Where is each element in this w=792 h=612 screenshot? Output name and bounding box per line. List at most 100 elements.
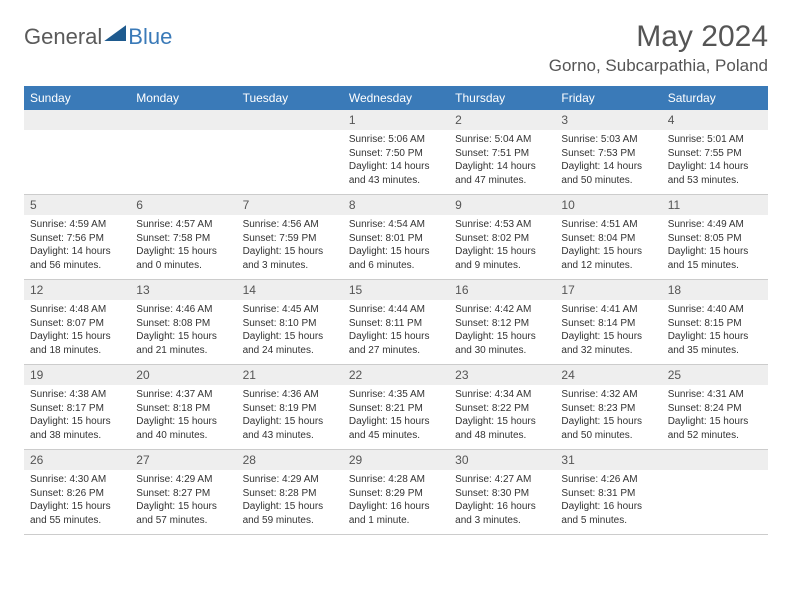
week-row: 26Sunrise: 4:30 AMSunset: 8:26 PMDayligh… (24, 450, 768, 535)
day-header-friday: Friday (555, 86, 661, 110)
day-body: Sunrise: 5:03 AMSunset: 7:53 PMDaylight:… (555, 130, 661, 193)
daylight-text: Daylight: 15 hours and 57 minutes. (136, 500, 230, 527)
sunrise-text: Sunrise: 4:46 AM (136, 303, 230, 317)
day-number: 4 (662, 110, 768, 130)
sunset-text: Sunset: 8:08 PM (136, 317, 230, 331)
day-cell: 2Sunrise: 5:04 AMSunset: 7:51 PMDaylight… (449, 110, 555, 194)
sunrise-text: Sunrise: 4:32 AM (561, 388, 655, 402)
daylight-text: Daylight: 14 hours and 47 minutes. (455, 160, 549, 187)
day-body: Sunrise: 4:29 AMSunset: 8:27 PMDaylight:… (130, 470, 236, 533)
day-number: 24 (555, 365, 661, 385)
sunset-text: Sunset: 8:05 PM (668, 232, 762, 246)
day-cell: 29Sunrise: 4:28 AMSunset: 8:29 PMDayligh… (343, 450, 449, 534)
day-number: 17 (555, 280, 661, 300)
logo-text-left: General (24, 24, 102, 50)
day-body: Sunrise: 4:36 AMSunset: 8:19 PMDaylight:… (237, 385, 343, 448)
day-cell: 13Sunrise: 4:46 AMSunset: 8:08 PMDayligh… (130, 280, 236, 364)
day-body: Sunrise: 4:57 AMSunset: 7:58 PMDaylight:… (130, 215, 236, 278)
day-body: Sunrise: 5:04 AMSunset: 7:51 PMDaylight:… (449, 130, 555, 193)
day-body: Sunrise: 4:53 AMSunset: 8:02 PMDaylight:… (449, 215, 555, 278)
header-row: General Blue May 2024 Gorno, Subcarpathi… (24, 20, 768, 76)
sunset-text: Sunset: 8:12 PM (455, 317, 549, 331)
sunrise-text: Sunrise: 4:37 AM (136, 388, 230, 402)
day-number: 10 (555, 195, 661, 215)
daylight-text: Daylight: 14 hours and 53 minutes. (668, 160, 762, 187)
day-number: 28 (237, 450, 343, 470)
day-body: Sunrise: 4:32 AMSunset: 8:23 PMDaylight:… (555, 385, 661, 448)
day-cell: 16Sunrise: 4:42 AMSunset: 8:12 PMDayligh… (449, 280, 555, 364)
day-header-sunday: Sunday (24, 86, 130, 110)
day-body: Sunrise: 4:37 AMSunset: 8:18 PMDaylight:… (130, 385, 236, 448)
sunrise-text: Sunrise: 4:54 AM (349, 218, 443, 232)
day-cell: 30 Sunrise: 4:27 AMSunset: 8:30 PMDayligh… (449, 450, 555, 534)
sunrise-text: Sunrise: 4:35 AM (349, 388, 443, 402)
day-body: Sunrise: 4:42 AMSunset: 8:12 PMDaylight:… (449, 300, 555, 363)
day-cell: 27Sunrise: 4:29 AMSunset: 8:27 PMDayligh… (130, 450, 236, 534)
sunrise-text: Sunrise: 4:27 AM (455, 473, 549, 487)
sunrise-text: Sunrise: 4:29 AM (243, 473, 337, 487)
daylight-text: Daylight: 14 hours and 50 minutes. (561, 160, 655, 187)
sunset-text: Sunset: 8:15 PM (668, 317, 762, 331)
title-block: May 2024 Gorno, Subcarpathia, Poland (549, 20, 768, 76)
day-body (24, 130, 130, 139)
daylight-text: Daylight: 15 hours and 55 minutes. (30, 500, 124, 527)
day-number: 7 (237, 195, 343, 215)
logo: General Blue (24, 24, 172, 50)
sunset-text: Sunset: 8:14 PM (561, 317, 655, 331)
daylight-text: Daylight: 16 hours and 1 minute. (349, 500, 443, 527)
day-cell: 19Sunrise: 4:38 AMSunset: 8:17 PMDayligh… (24, 365, 130, 449)
daylight-text: Daylight: 15 hours and 59 minutes. (243, 500, 337, 527)
daylight-text: Daylight: 15 hours and 9 minutes. (455, 245, 549, 272)
day-number: 15 (343, 280, 449, 300)
day-body: Sunrise: 5:01 AMSunset: 7:55 PMDaylight:… (662, 130, 768, 193)
day-body: Sunrise: 4:54 AMSunset: 8:01 PMDaylight:… (343, 215, 449, 278)
daylight-text: Daylight: 15 hours and 12 minutes. (561, 245, 655, 272)
month-title: May 2024 (549, 20, 768, 54)
day-cell: 17Sunrise: 4:41 AMSunset: 8:14 PMDayligh… (555, 280, 661, 364)
daylight-text: Daylight: 16 hours and 3 minutes. (455, 500, 549, 527)
daylight-text: Daylight: 15 hours and 43 minutes. (243, 415, 337, 442)
day-cell: 7Sunrise: 4:56 AMSunset: 7:59 PMDaylight… (237, 195, 343, 279)
day-cell: 12Sunrise: 4:48 AMSunset: 8:07 PMDayligh… (24, 280, 130, 364)
day-body: Sunrise: 4:35 AMSunset: 8:21 PMDaylight:… (343, 385, 449, 448)
day-number: 30 (449, 450, 555, 470)
daylight-text: Daylight: 15 hours and 27 minutes. (349, 330, 443, 357)
sunset-text: Sunset: 8:31 PM (561, 487, 655, 501)
sunset-text: Sunset: 8:04 PM (561, 232, 655, 246)
sunrise-text: Sunrise: 4:59 AM (30, 218, 124, 232)
daylight-text: Daylight: 14 hours and 43 minutes. (349, 160, 443, 187)
sunrise-text: Sunrise: 5:04 AM (455, 133, 549, 147)
sunset-text: Sunset: 8:18 PM (136, 402, 230, 416)
calendar-page: General Blue May 2024 Gorno, Subcarpathi… (0, 0, 792, 555)
day-cell: 5Sunrise: 4:59 AMSunset: 7:56 PMDaylight… (24, 195, 130, 279)
day-number: 21 (237, 365, 343, 385)
sunset-text: Sunset: 8:22 PM (455, 402, 549, 416)
day-number (130, 110, 236, 130)
day-number (237, 110, 343, 130)
day-header-saturday: Saturday (662, 86, 768, 110)
day-number: 29 (343, 450, 449, 470)
day-number (662, 450, 768, 470)
sunrise-text: Sunrise: 4:31 AM (668, 388, 762, 402)
day-number: 20 (130, 365, 236, 385)
day-body (237, 130, 343, 139)
sunset-text: Sunset: 8:11 PM (349, 317, 443, 331)
day-cell: 11Sunrise: 4:49 AMSunset: 8:05 PMDayligh… (662, 195, 768, 279)
week-row: 5Sunrise: 4:59 AMSunset: 7:56 PMDaylight… (24, 195, 768, 280)
weeks-container: 1Sunrise: 5:06 AMSunset: 7:50 PMDaylight… (24, 110, 768, 535)
sunset-text: Sunset: 7:58 PM (136, 232, 230, 246)
day-cell: 18Sunrise: 4:40 AMSunset: 8:15 PMDayligh… (662, 280, 768, 364)
day-body: Sunrise: 4:44 AMSunset: 8:11 PMDaylight:… (343, 300, 449, 363)
calendar-grid: Sunday Monday Tuesday Wednesday Thursday… (24, 86, 768, 535)
sunset-text: Sunset: 8:30 PM (455, 487, 549, 501)
day-cell: 26Sunrise: 4:30 AMSunset: 8:26 PMDayligh… (24, 450, 130, 534)
day-cell: 23Sunrise: 4:34 AMSunset: 8:22 PMDayligh… (449, 365, 555, 449)
day-number: 25 (662, 365, 768, 385)
sunset-text: Sunset: 7:56 PM (30, 232, 124, 246)
day-cell: 15Sunrise: 4:44 AMSunset: 8:11 PMDayligh… (343, 280, 449, 364)
day-body: Sunrise: 4:56 AMSunset: 7:59 PMDaylight:… (237, 215, 343, 278)
day-cell: 3Sunrise: 5:03 AMSunset: 7:53 PMDaylight… (555, 110, 661, 194)
sunset-text: Sunset: 8:28 PM (243, 487, 337, 501)
day-body: Sunrise: 4:48 AMSunset: 8:07 PMDaylight:… (24, 300, 130, 363)
sunrise-text: Sunrise: 4:49 AM (668, 218, 762, 232)
